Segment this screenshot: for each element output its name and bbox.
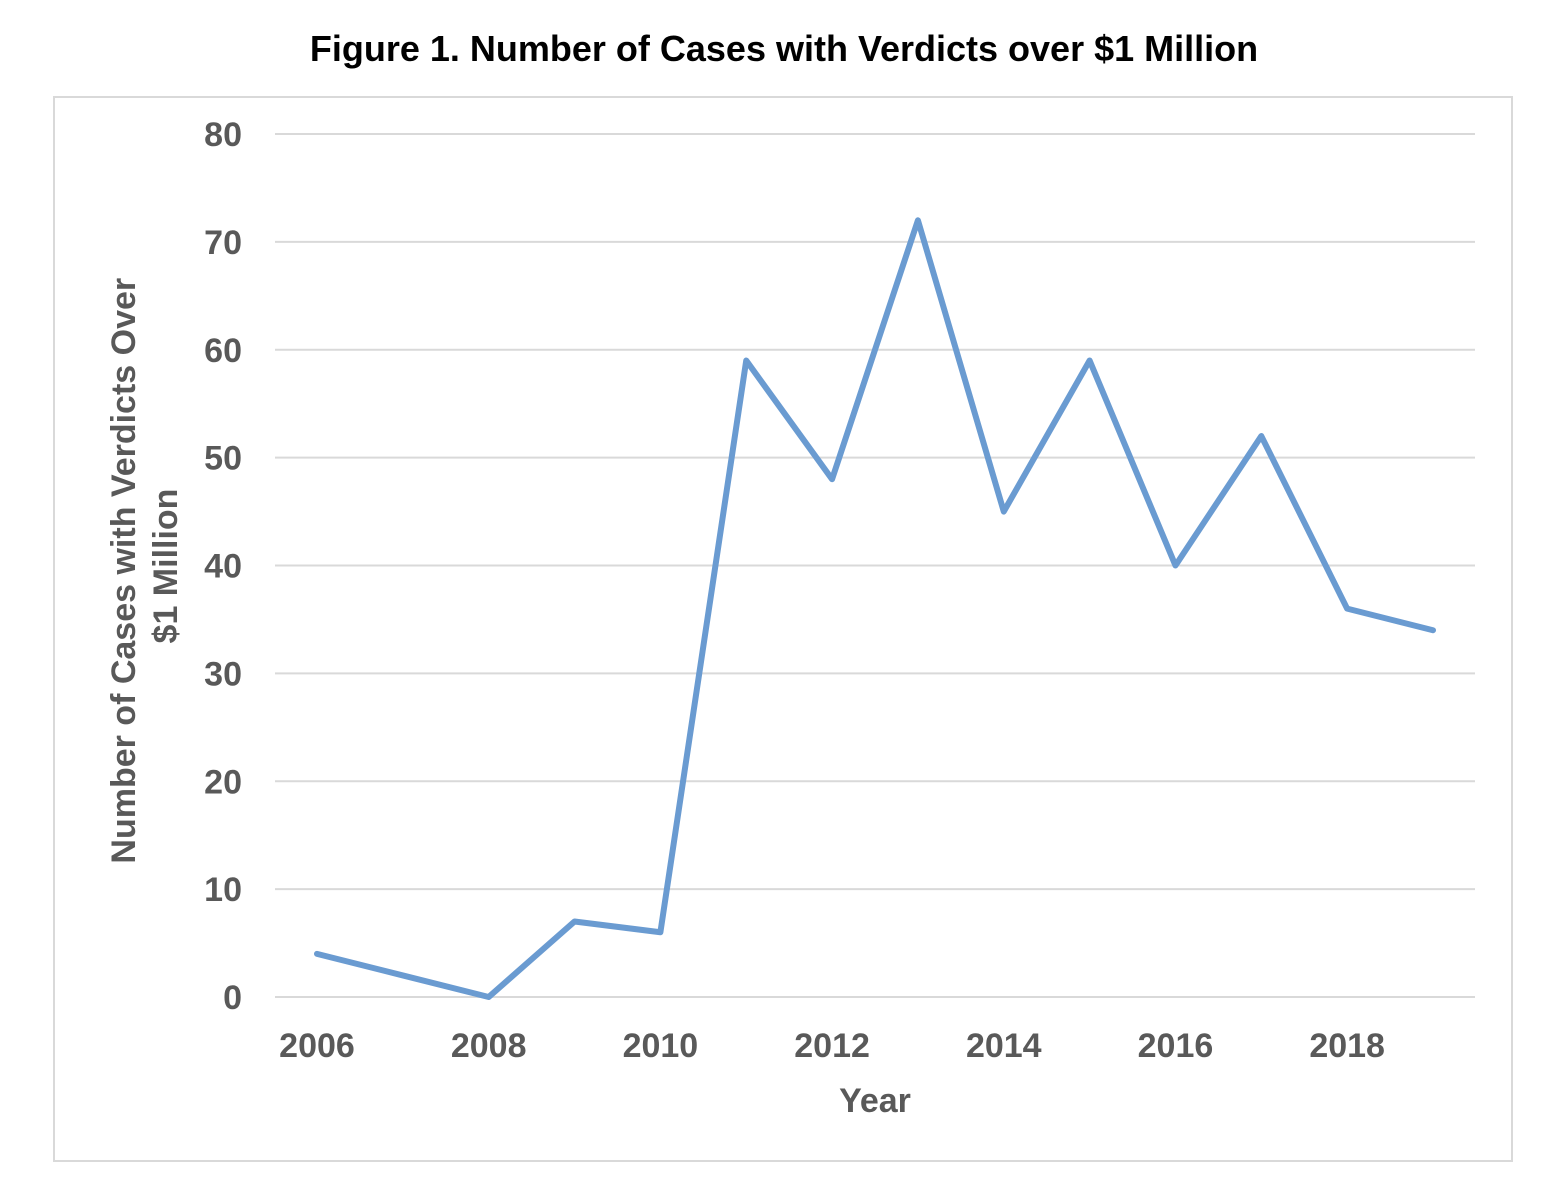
data-point-2019 (1430, 627, 1436, 633)
x-tick-label: 2012 (794, 1027, 870, 1065)
data-point-2013 (915, 217, 921, 223)
x-tick-label: 2010 (623, 1027, 699, 1065)
data-point-2012 (829, 476, 835, 482)
y-tick-label: 10 (204, 871, 242, 909)
y-tick-label: 40 (204, 548, 242, 586)
series-group (314, 217, 1436, 1000)
x-axis-title: Year (839, 1082, 911, 1120)
data-point-2007 (400, 972, 406, 978)
series-line-0 (314, 217, 1436, 1000)
y-tick-label: 60 (204, 332, 242, 370)
y-axis-title: Number of Cases with Verdicts Over $1 Mi… (105, 268, 185, 863)
data-point-2009 (572, 918, 578, 924)
data-point-2016 (1172, 563, 1178, 569)
x-tick-label: 2008 (451, 1027, 527, 1065)
gridlines (275, 133, 1475, 998)
figure-title: Figure 1. Number of Cases with Verdicts … (309, 28, 1259, 69)
data-point-2010 (657, 929, 663, 935)
x-tick-label: 2014 (966, 1027, 1042, 1065)
chart-frame (53, 96, 1513, 1162)
data-point-2015 (1087, 358, 1093, 364)
x-tick-label: 2006 (279, 1027, 355, 1065)
y-axis-tick-labels: 0 10 20 30 40 50 60 70 80 (204, 116, 242, 1017)
data-point-2011 (743, 358, 749, 364)
data-point-2008 (486, 994, 492, 1000)
y-tick-label: 80 (204, 116, 242, 154)
y-axis-title-line-1: Number of Cases with Verdicts Over (105, 278, 143, 864)
data-point-2014 (1001, 509, 1007, 515)
y-tick-label: 70 (204, 224, 242, 262)
y-tick-label: 20 (204, 763, 242, 801)
x-tick-label: 2016 (1138, 1027, 1214, 1065)
data-point-2017 (1258, 433, 1264, 439)
data-point-2006 (314, 951, 320, 957)
x-tick-label: 2018 (1309, 1027, 1385, 1065)
y-axis-title-line-2: $1 Million (147, 489, 185, 644)
x-axis-tick-labels: 2006 2008 2010 2012 2014 2016 2018 (279, 1027, 1385, 1065)
y-tick-label: 0 (223, 979, 242, 1017)
y-tick-label: 50 (204, 440, 242, 478)
y-tick-label: 30 (204, 655, 242, 693)
data-point-2018 (1344, 606, 1350, 612)
